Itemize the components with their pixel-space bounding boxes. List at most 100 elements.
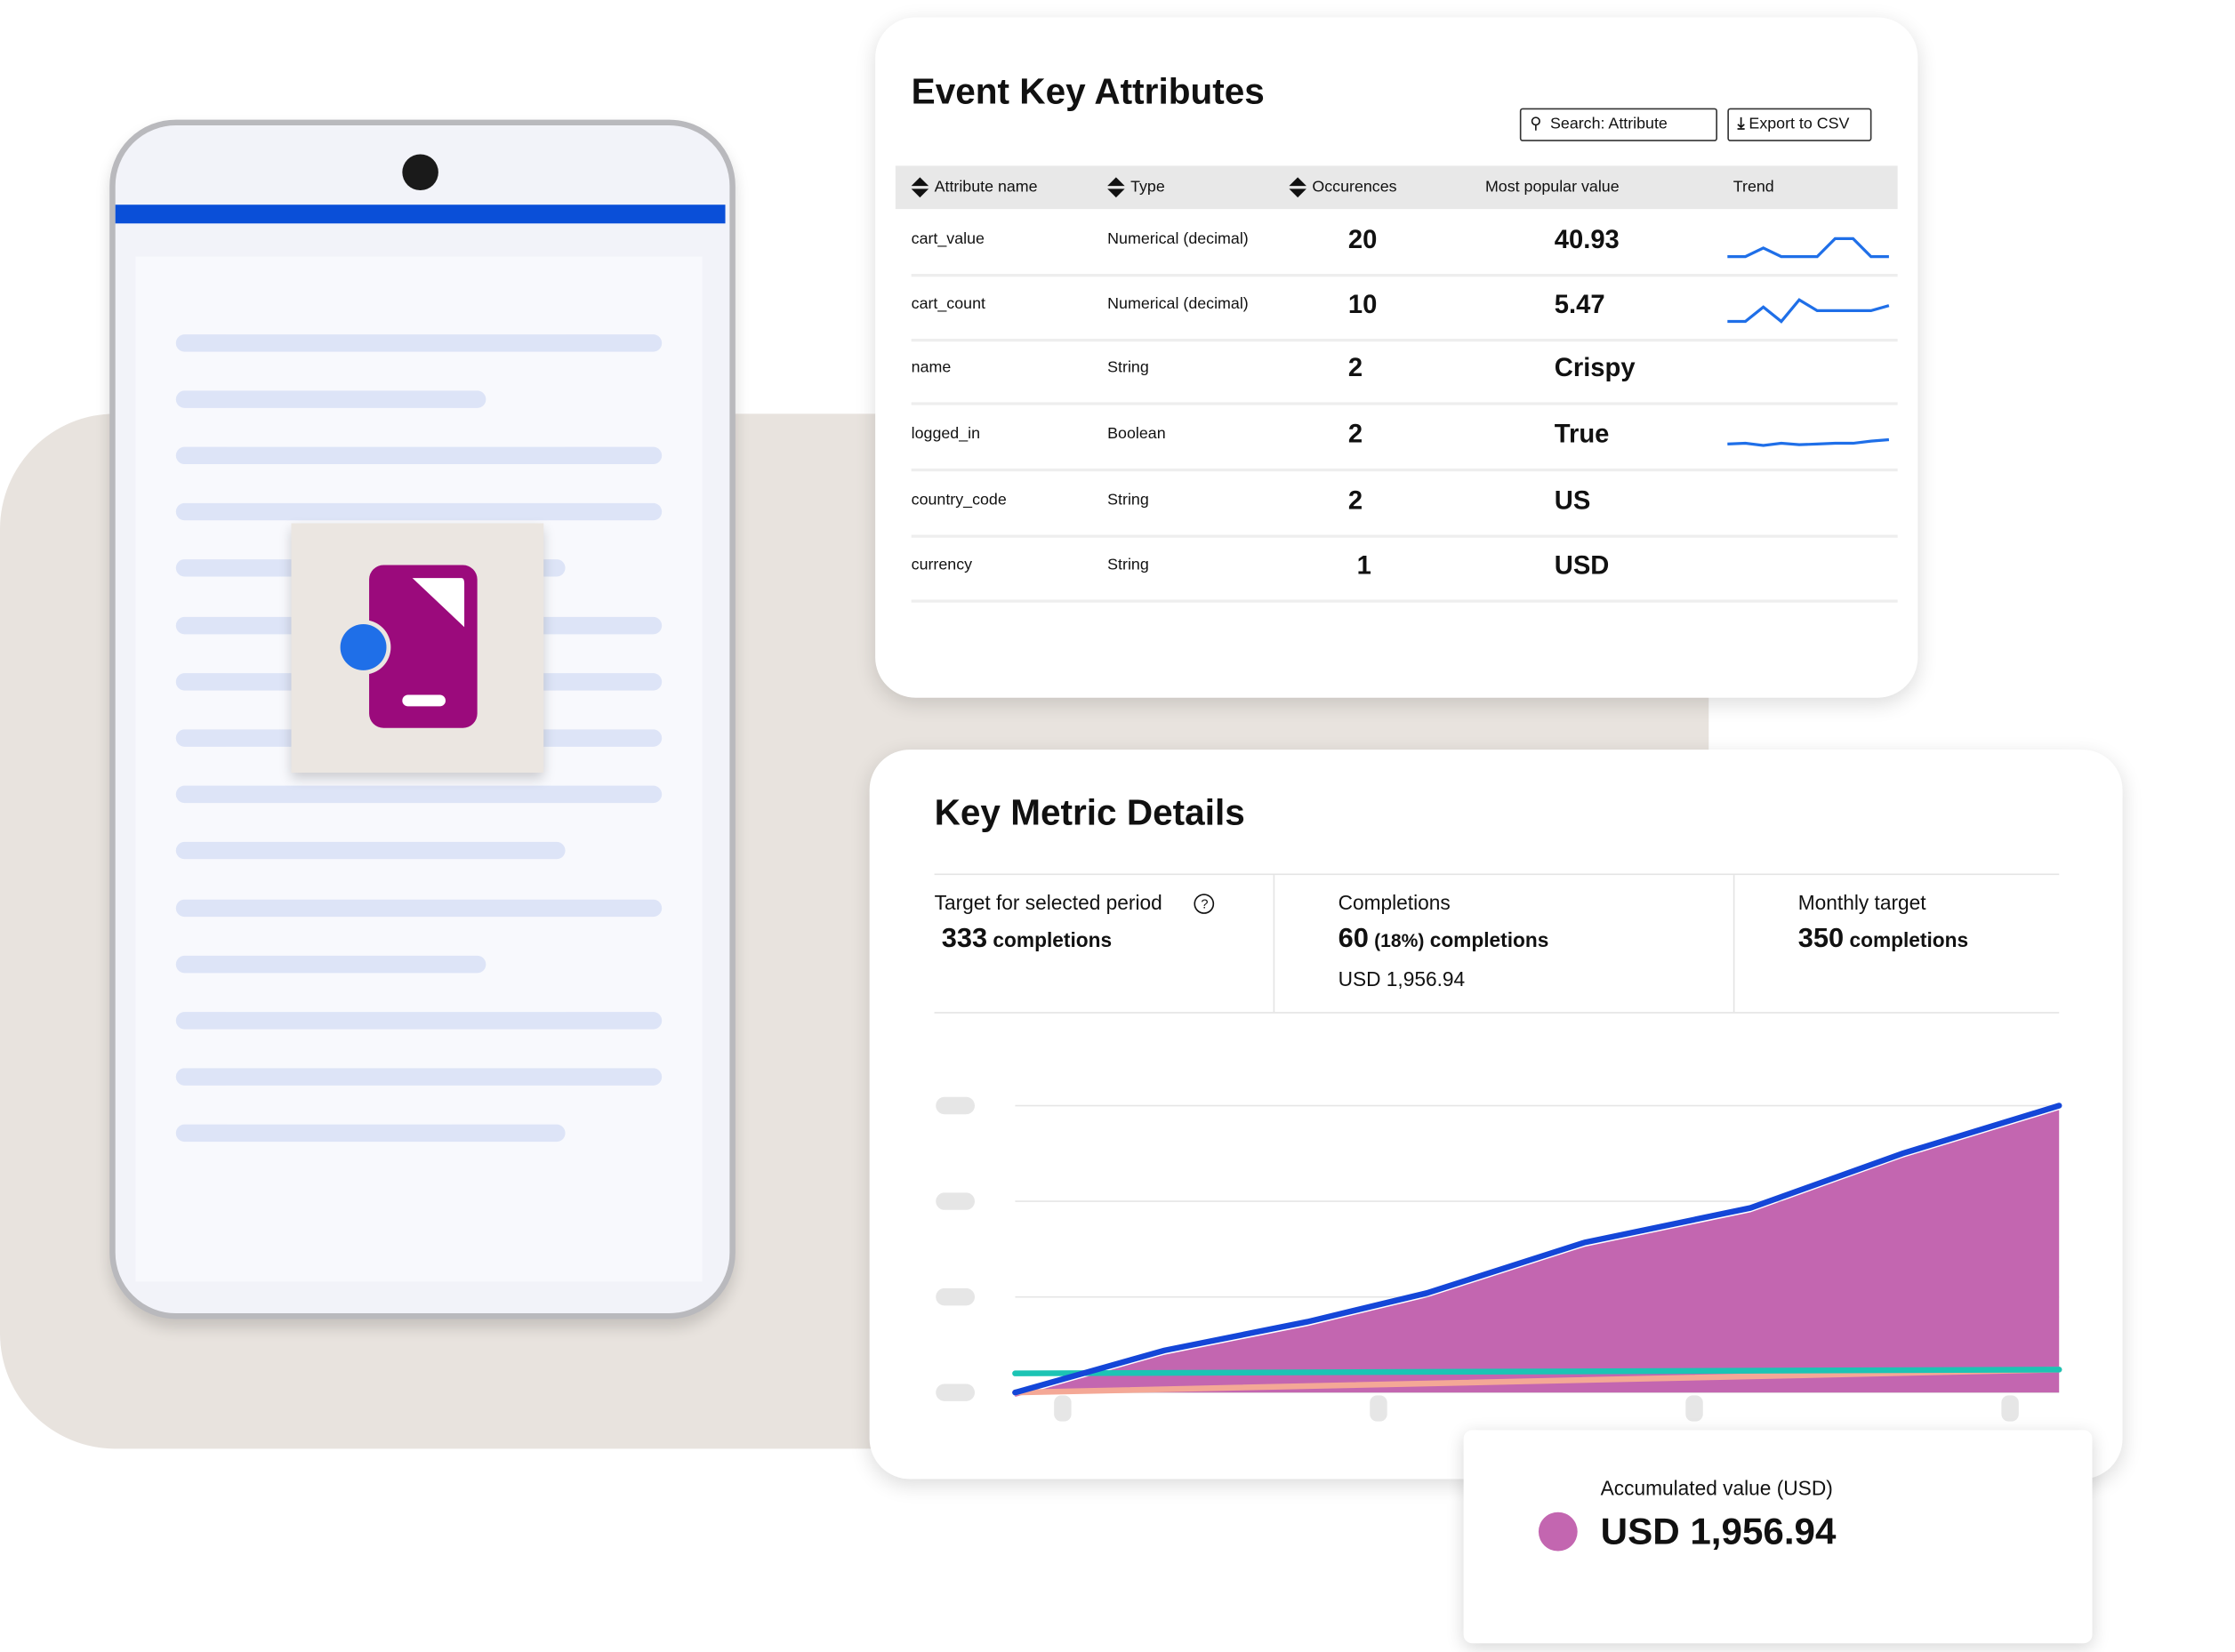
y-tick-label-placeholder <box>936 1096 975 1115</box>
x-tick-label-placeholder <box>1054 1395 1072 1422</box>
accumulated-value-chart <box>936 1096 2062 1422</box>
card-title: Key Metric Details <box>934 792 1245 834</box>
card-title: Event Key Attributes <box>911 72 1265 113</box>
column-label: Most popular value <box>1484 179 1620 196</box>
series-line <box>1012 1103 2062 1396</box>
area-fill <box>1015 1110 2060 1398</box>
attribute-type: String <box>1107 358 1149 377</box>
most-popular-value: USD <box>1554 550 1610 580</box>
metric-value: 350 <box>1797 924 1845 955</box>
metric-sub-value: USD 1,956.94 <box>1338 966 1466 990</box>
metric-monthly-target: Monthly target 350 completions <box>1798 891 1968 956</box>
placeholder-line <box>175 1012 663 1030</box>
app-icon-card <box>291 523 544 774</box>
metric-value: 333 <box>941 924 988 955</box>
table-row[interactable]: currency String 1 USD <box>911 533 1898 603</box>
table-row[interactable]: name String 2 Crispy <box>911 336 1898 405</box>
metrics-row: Target for selected period ? 333 complet… <box>934 873 2060 1014</box>
sort-icon <box>1289 177 1306 198</box>
attribute-name: cart_count <box>911 295 985 313</box>
attribute-name: country_code <box>911 491 1007 509</box>
metric-percent: (18%) <box>1374 929 1425 952</box>
table-row[interactable]: country_code String 2 US <box>911 469 1898 538</box>
metric-target-period: Target for selected period ? 333 complet… <box>935 891 1215 956</box>
column-label: Occurences <box>1312 179 1397 196</box>
metric-label: Completions <box>1338 890 1451 914</box>
trend-sparkline <box>1727 437 1890 447</box>
search-icon: ⚲ <box>1530 115 1542 133</box>
x-tick-label-placeholder <box>1370 1395 1387 1422</box>
metric-suffix: completions <box>1429 928 1549 952</box>
metric-value: 60 <box>1338 924 1369 955</box>
placeholder-line <box>175 502 663 521</box>
occurrences: 2 <box>1347 353 1363 382</box>
trend-line <box>1727 437 1890 447</box>
occurrences: 10 <box>1347 289 1378 319</box>
placeholder-line <box>175 334 663 352</box>
trend-line <box>1727 237 1889 259</box>
placeholder-line <box>175 955 486 974</box>
phone-camera <box>402 154 438 191</box>
search-placeholder: Search: Attribute <box>1549 115 1668 133</box>
tooltip-value: USD 1,956.94 <box>1600 1509 1837 1553</box>
export-csv-button[interactable]: ⤓ Export to CSV <box>1727 108 1872 141</box>
most-popular-value: US <box>1554 485 1591 515</box>
attribute-name: name <box>911 358 952 377</box>
question-circle-icon[interactable]: ? <box>1194 893 1215 914</box>
metric-label: Target for selected period <box>934 890 1162 914</box>
tooltip-label: Accumulated value (USD) <box>1600 1476 1833 1500</box>
mobile-app-icon <box>335 565 478 728</box>
column-type[interactable]: Type <box>1107 165 1165 209</box>
x-tick-label-placeholder <box>1685 1395 1703 1422</box>
column-most-popular-value: Most popular value <box>1485 165 1620 209</box>
column-label: Trend <box>1733 179 1774 196</box>
attribute-name: currency <box>911 556 973 574</box>
sort-icon <box>911 177 929 198</box>
download-icon: ⤓ <box>1737 115 1745 133</box>
attribute-type: String <box>1107 556 1149 574</box>
metric-completions: Completions 60 (18%) completions USD 1,9… <box>1339 891 1549 990</box>
metric-suffix: completions <box>1849 928 1969 952</box>
placeholder-line <box>175 390 486 408</box>
attribute-name: cart_value <box>911 230 985 248</box>
divider <box>1733 875 1735 1013</box>
table-row[interactable]: cart_value Numerical (decimal) 20 40.93 <box>911 207 1898 277</box>
occurrences: 1 <box>1356 550 1371 580</box>
column-trend: Trend <box>1733 165 1774 209</box>
sort-icon <box>1107 177 1125 198</box>
y-tick-label-placeholder <box>936 1383 975 1401</box>
column-occurrences[interactable]: Occurences <box>1289 165 1397 209</box>
trend-sparkline <box>1727 298 1890 324</box>
most-popular-value: Crispy <box>1554 353 1636 382</box>
attribute-type: Numerical (decimal) <box>1107 295 1249 313</box>
table-row[interactable]: cart_count Numerical (decimal) 10 5.47 <box>911 272 1898 342</box>
y-tick-label-placeholder <box>936 1192 975 1210</box>
divider <box>1273 875 1275 1013</box>
placeholder-line <box>175 1068 663 1086</box>
attribute-type: String <box>1107 491 1149 509</box>
table-row[interactable]: logged_in Boolean 2 True <box>911 402 1898 472</box>
attribute-name: logged_in <box>911 425 981 443</box>
chart-tooltip: Accumulated value (USD) USD 1,956.94 <box>1463 1430 2093 1644</box>
export-label: Export to CSV <box>1749 115 1850 133</box>
occurrences: 2 <box>1347 419 1363 449</box>
metric-label: Monthly target <box>1797 890 1926 914</box>
y-tick-label-placeholder <box>936 1287 975 1306</box>
metric-suffix: completions <box>993 928 1113 952</box>
column-attribute-name[interactable]: Attribute name <box>911 165 1038 209</box>
series-line <box>1012 1367 2062 1396</box>
x-tick-label-placeholder <box>2001 1395 2019 1422</box>
series-line <box>1012 1367 2062 1376</box>
placeholder-line <box>175 1124 566 1143</box>
table-header: Attribute name Type Occurences Most popu… <box>895 165 1898 210</box>
placeholder-line <box>175 785 663 804</box>
most-popular-value: 40.93 <box>1554 224 1620 254</box>
most-popular-value: 5.47 <box>1554 289 1605 319</box>
placeholder-line <box>175 899 663 918</box>
occurrences: 20 <box>1347 224 1378 254</box>
search-input[interactable]: ⚲ Search: Attribute <box>1519 108 1717 141</box>
attribute-type: Numerical (decimal) <box>1107 230 1249 248</box>
attribute-type: Boolean <box>1107 425 1166 443</box>
series-color-dot <box>1538 1512 1578 1552</box>
column-label: Type <box>1130 179 1165 196</box>
